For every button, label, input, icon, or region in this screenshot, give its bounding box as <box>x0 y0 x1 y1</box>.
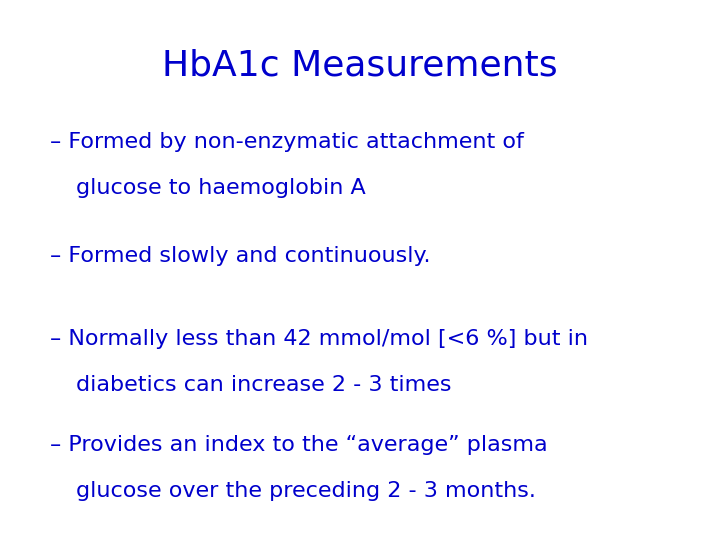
Text: – Formed by non-enzymatic attachment of: – Formed by non-enzymatic attachment of <box>50 132 524 152</box>
Text: – Formed slowly and continuously.: – Formed slowly and continuously. <box>50 246 431 266</box>
Text: glucose over the preceding 2 - 3 months.: glucose over the preceding 2 - 3 months. <box>76 481 536 501</box>
Text: glucose to haemoglobin A: glucose to haemoglobin A <box>76 178 365 198</box>
Text: – Provides an index to the “average” plasma: – Provides an index to the “average” pla… <box>50 435 548 455</box>
Text: HbA1c Measurements: HbA1c Measurements <box>162 49 558 83</box>
Text: – Normally less than 42 mmol/mol [<6 %] but in: – Normally less than 42 mmol/mol [<6 %] … <box>50 329 588 349</box>
Text: diabetics can increase 2 - 3 times: diabetics can increase 2 - 3 times <box>76 375 451 395</box>
